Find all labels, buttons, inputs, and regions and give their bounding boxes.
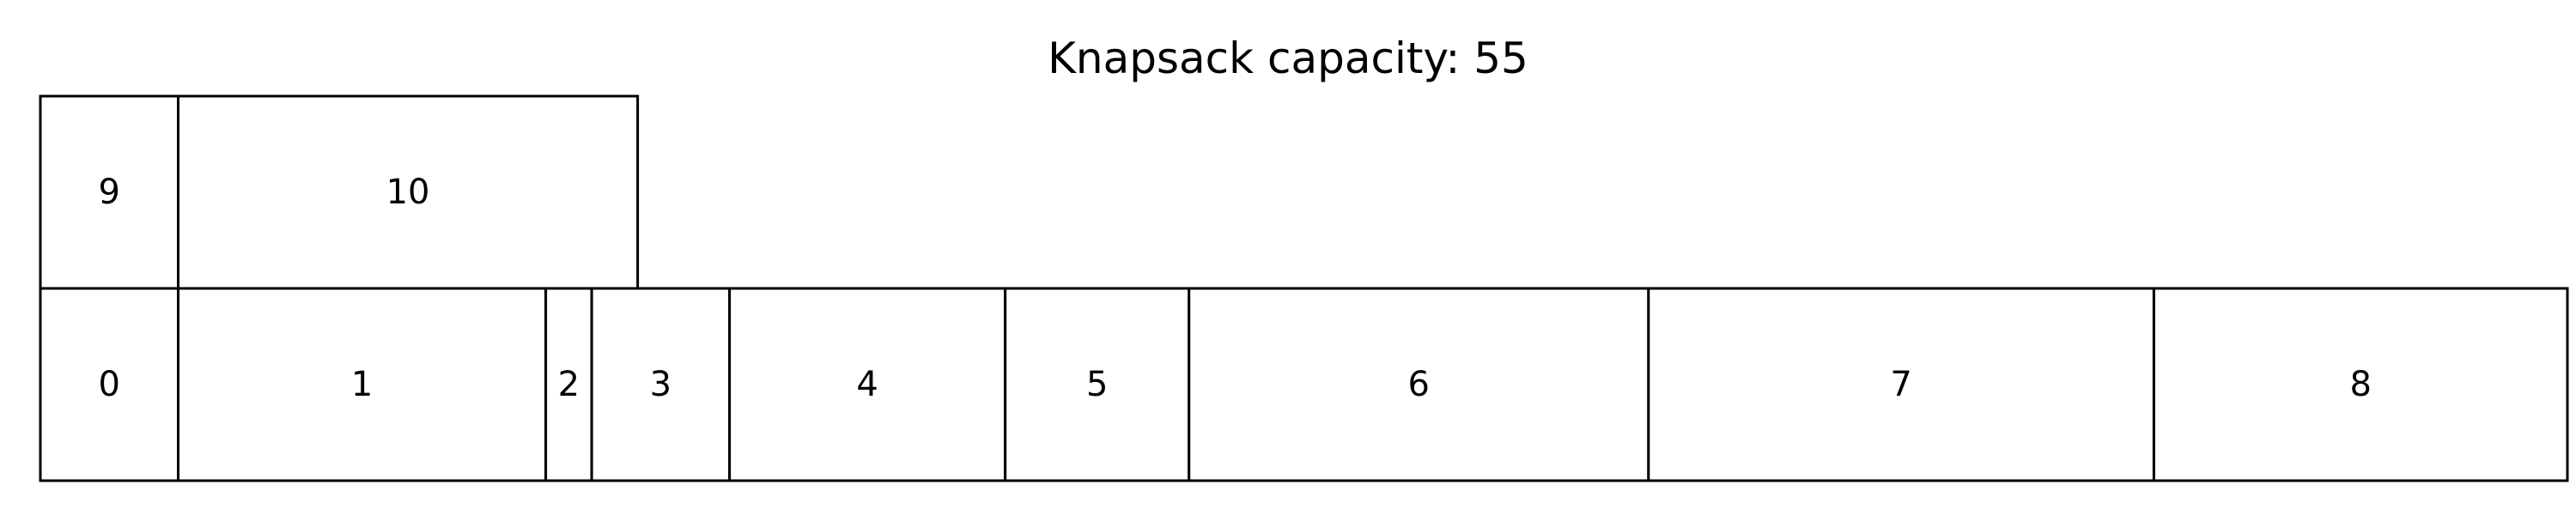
item-box-0 [39,287,180,482]
item-box-5 [1004,287,1191,482]
item-label-9: 9 [99,173,120,212]
item-label-8: 8 [2349,365,2371,404]
item-label-2: 2 [558,365,580,404]
item-box-8 [2152,287,2569,482]
item-label-0: 0 [99,365,120,404]
item-label-1: 1 [351,365,373,404]
item-label-5: 5 [1086,365,1108,404]
item-box-9 [39,94,180,290]
page-title: Knapsack capacity: 55 [1048,33,1528,83]
item-label-3: 3 [650,365,671,404]
item-box-2 [544,287,593,482]
knapsack-rows: 0 1 2 3 4 5 6 7 8 9 10 [39,94,2569,482]
item-box-7 [1647,287,2155,482]
item-label-10: 10 [386,173,430,212]
item-label-6: 6 [1408,365,1430,404]
item-box-3 [590,287,732,482]
item-box-10 [177,94,640,290]
item-box-6 [1188,287,1650,482]
item-label-7: 7 [1890,365,1911,404]
item-box-4 [728,287,1007,482]
item-label-4: 4 [856,365,878,404]
